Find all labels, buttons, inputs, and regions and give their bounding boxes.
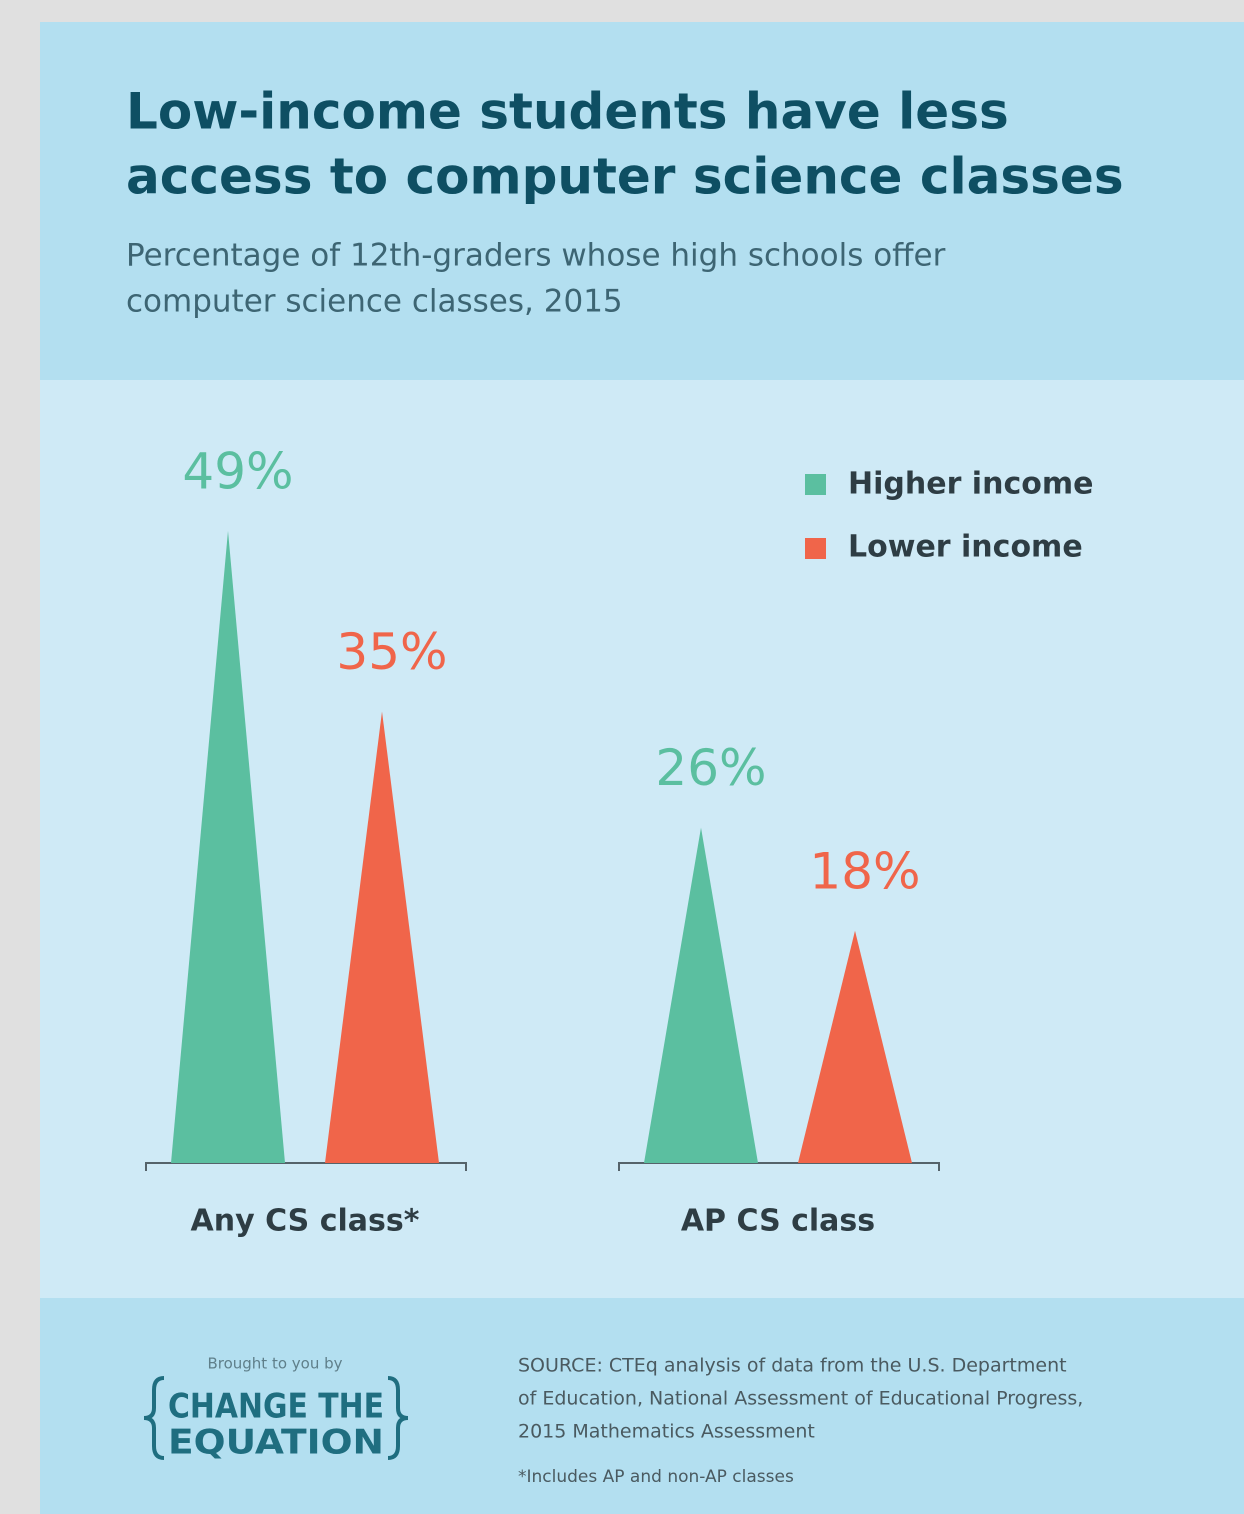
value-label: 35% (336, 623, 447, 681)
value-label: 18% (809, 842, 920, 900)
source-line: of Education, National Assessment of Edu… (518, 1388, 1083, 1410)
bar (644, 827, 758, 1163)
legend-swatch (805, 474, 826, 495)
logo-text: CHANGE THE (168, 1387, 384, 1427)
bar (325, 711, 439, 1163)
baseline (618, 1162, 940, 1171)
source-line: SOURCE: CTEq analysis of data from the U… (518, 1355, 1067, 1377)
logo-brace-left (143, 1376, 165, 1460)
x-tick-label: AP CS class (681, 1204, 875, 1239)
chart-title: access to computer science classes (126, 148, 1124, 206)
chart-subtitle: computer science classes, 2015 (126, 284, 623, 320)
credit: Brought to you by (207, 1355, 342, 1373)
logo-text: EQUATION (168, 1423, 384, 1463)
logo-brace-right (387, 1376, 409, 1460)
legend-label: Higher income (848, 467, 1093, 502)
legend-label: Lower income (848, 530, 1083, 565)
value-label: 49% (182, 442, 293, 500)
chart-title: Low-income students have less (126, 83, 1009, 141)
bar (171, 530, 285, 1163)
legend-swatch (805, 538, 826, 559)
source-line: 2015 Mathematics Assessment (518, 1421, 815, 1443)
bar (798, 930, 912, 1163)
baseline (145, 1162, 467, 1171)
footer-band (40, 1298, 1244, 1514)
footnote: *Includes AP and non-AP classes (518, 1467, 794, 1487)
chart-subtitle: Percentage of 12th-graders whose high sc… (126, 238, 946, 274)
value-label: 26% (655, 739, 766, 797)
x-tick-label: Any CS class* (191, 1204, 420, 1239)
header-band (40, 22, 1244, 380)
